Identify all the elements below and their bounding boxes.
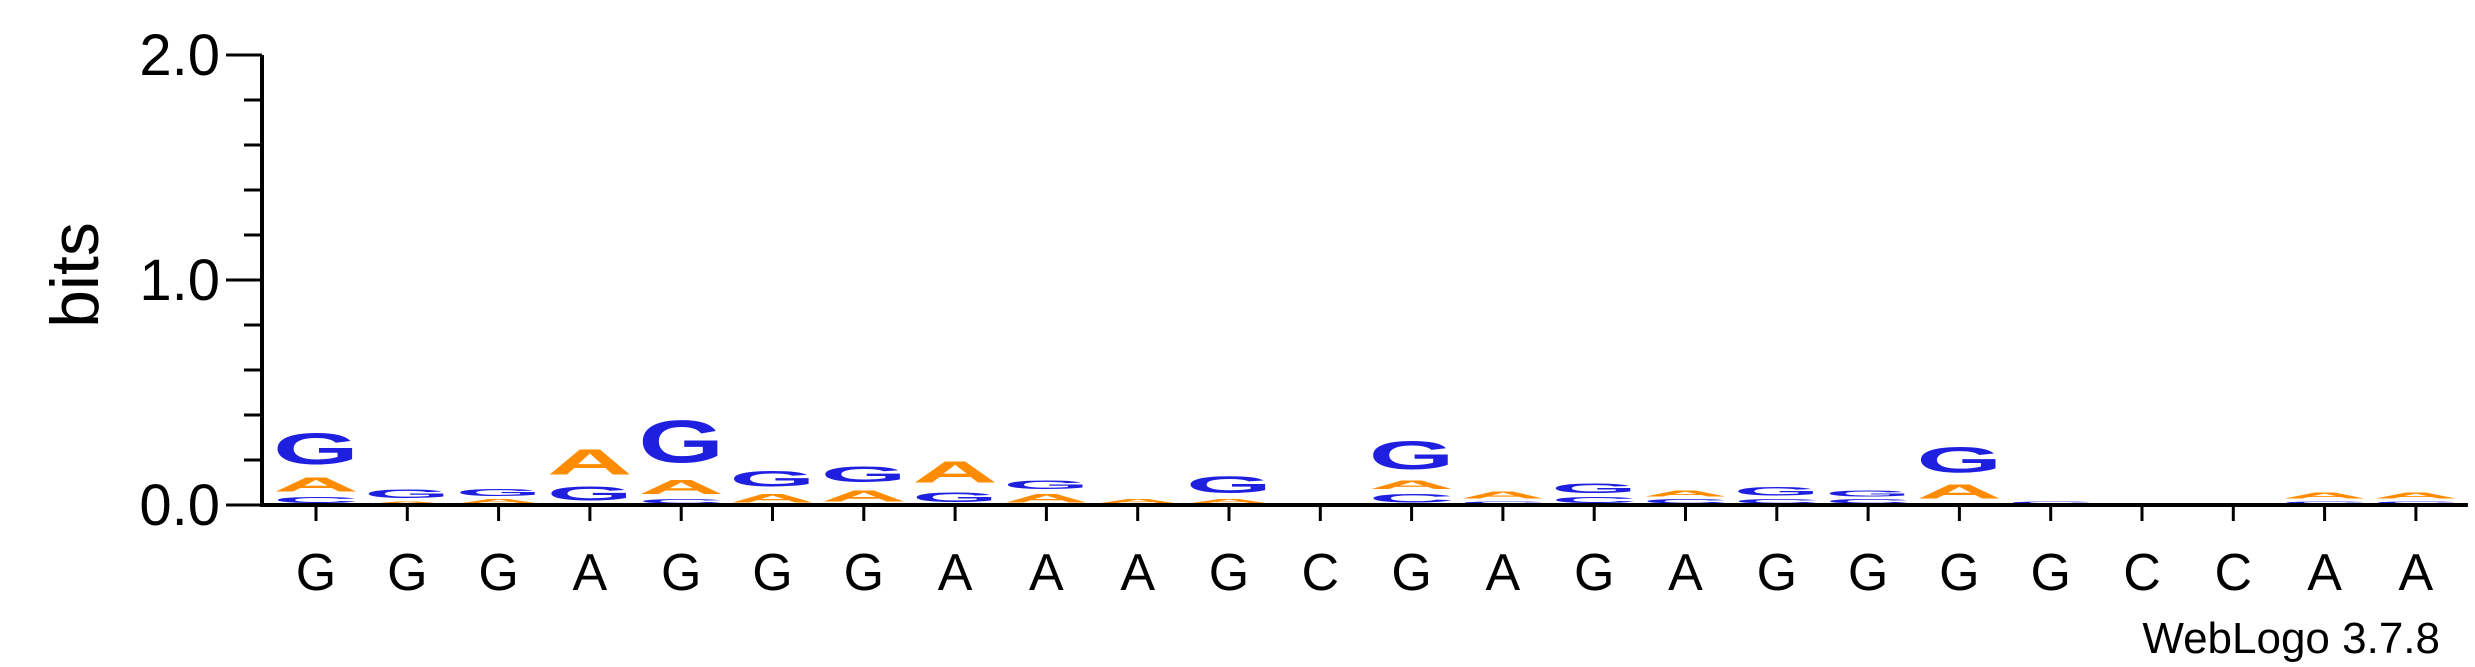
x-tick-label: G <box>1209 544 1249 602</box>
x-tick-label: A <box>1120 544 1155 602</box>
logo-letter: A <box>638 476 724 498</box>
logo-letter: G <box>1825 489 1911 498</box>
logo-letter: A <box>456 498 542 505</box>
logo-letter: A <box>273 474 359 496</box>
logo-letter: G <box>1916 440 2002 480</box>
x-tick-label: G <box>752 544 792 602</box>
logo-letter: G <box>1186 471 1272 498</box>
logo-letter: G <box>1369 433 1455 478</box>
logo-letter: G <box>1551 480 1637 496</box>
logo-letter: A <box>2373 491 2459 500</box>
logo-letter: C <box>2373 500 2459 504</box>
x-tick-label: G <box>844 544 884 602</box>
logo-letter: C <box>1825 498 1911 505</box>
logo-letter: G <box>273 424 359 473</box>
logo-letter: C <box>1734 498 1820 505</box>
logo-letter: A <box>1460 489 1546 500</box>
x-tick-label: A <box>573 544 608 602</box>
x-tick-label: G <box>387 544 427 602</box>
logo-letter: A <box>1643 489 1729 498</box>
y-axis-title: bits <box>37 222 113 328</box>
x-tick-label: G <box>296 544 336 602</box>
logo-letter: G <box>456 487 542 498</box>
x-tick-label: G <box>478 544 518 602</box>
x-tick-label: A <box>2307 544 2342 602</box>
logo-letter: A <box>821 487 907 505</box>
x-tick-label: G <box>1391 544 1431 602</box>
logo-letter: G <box>547 482 633 505</box>
logo-stacks: CAGAGAGGACAGAGAGGAAGAAGCAGCACGCACGCGCAGC… <box>273 408 2459 505</box>
logo-letter: G <box>364 487 450 500</box>
y-axis: 0.0 1.0 2.0 <box>139 23 264 538</box>
x-tick-label: A <box>1486 544 1521 602</box>
logo-letter: A <box>1003 491 1089 505</box>
x-tick-label: C <box>2215 544 2253 602</box>
x-tick-label: C <box>1302 544 1340 602</box>
x-tick-label: A <box>2399 544 2434 602</box>
logo-letter: A <box>912 456 998 490</box>
weblogo-credit: WebLogo 3.7.8 <box>2142 614 2440 663</box>
logo-letter: C <box>1642 498 1728 505</box>
logo-letter: A <box>2282 491 2368 500</box>
logo-letter: G <box>1734 485 1820 498</box>
x-tick-label: G <box>1574 544 1614 602</box>
logo-letter: G <box>912 489 998 505</box>
x-tick-label: C <box>2123 544 2161 602</box>
logo-letter: C <box>1369 491 1455 505</box>
logo-letter: A <box>729 491 815 505</box>
x-tick-label: G <box>1757 544 1797 602</box>
logo-letter: C <box>2008 500 2094 504</box>
logo-letter: C <box>1551 496 1637 505</box>
x-tick-label: G <box>1848 544 1888 602</box>
y-tick-label: 2.0 <box>139 23 220 88</box>
logo-letter: G <box>730 467 816 492</box>
logo-letter: G <box>638 408 724 476</box>
logo-letter: C <box>1460 500 1546 504</box>
x-tick-label: G <box>1939 544 1979 602</box>
x-tick-label: A <box>1029 544 1064 602</box>
logo-letter: C <box>638 498 724 505</box>
logo-letter: C <box>2282 500 2368 504</box>
logo-letter: G <box>821 462 907 487</box>
logo-letter: A <box>1916 480 2002 502</box>
logo-letter: G <box>1003 478 1089 491</box>
x-tick-label: A <box>1668 544 1703 602</box>
logo-letter: A <box>547 442 633 483</box>
logo-letter: A <box>1186 498 1272 505</box>
x-tick-label: G <box>2030 544 2070 602</box>
logo-letter: C <box>273 496 359 505</box>
y-tick-label: 0.0 <box>139 473 220 538</box>
y-tick-label: 1.0 <box>139 248 220 313</box>
logo-letter: A <box>1095 498 1181 505</box>
logo-letter: A <box>1369 478 1455 492</box>
logo-letter: A <box>364 500 450 504</box>
x-tick-label: A <box>938 544 973 602</box>
x-tick-label: G <box>661 544 701 602</box>
